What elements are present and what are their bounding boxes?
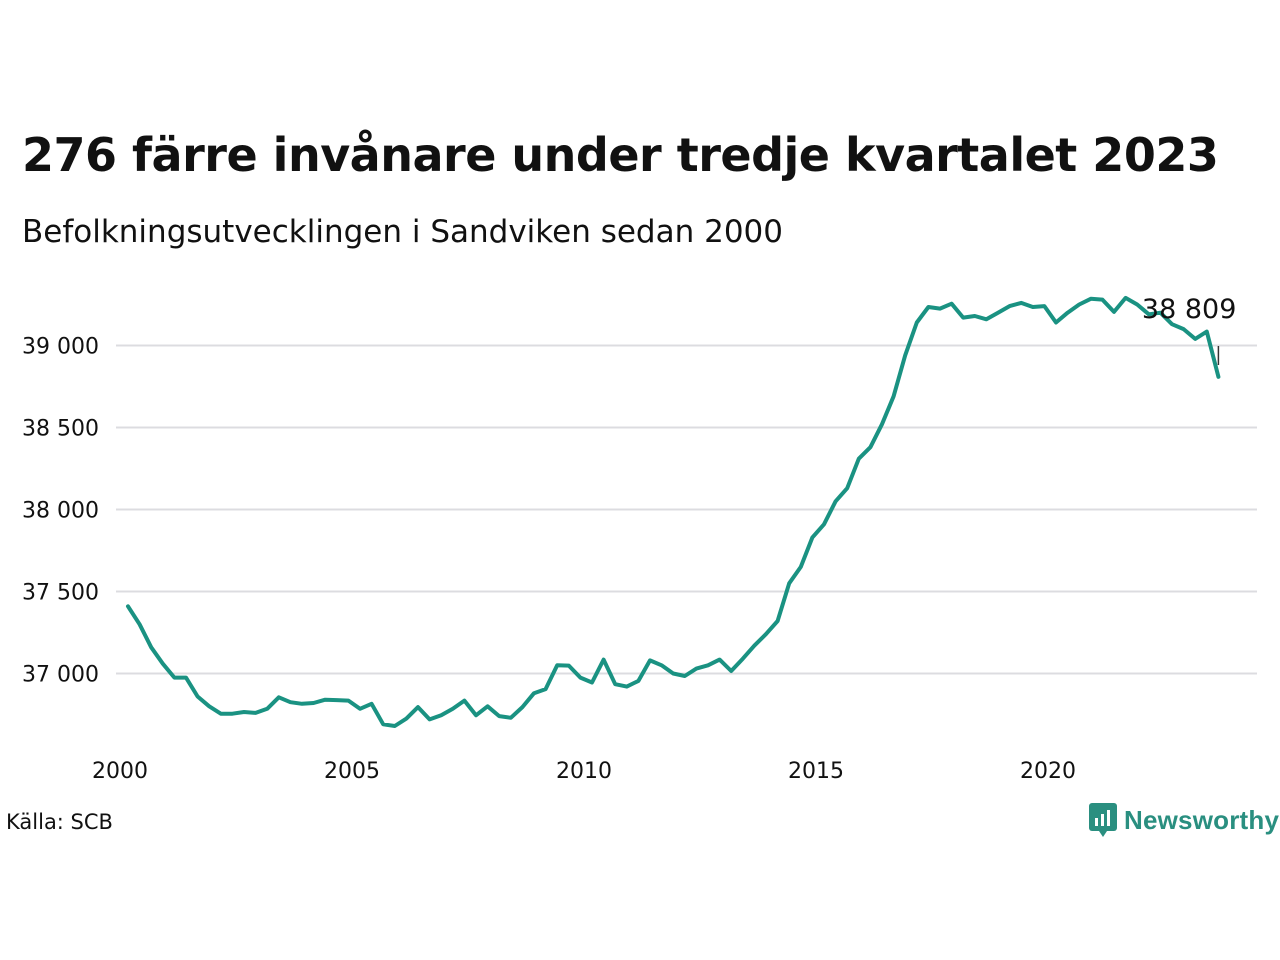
source-note: Källa: SCB bbox=[6, 810, 113, 834]
x-tick-label: 2020 bbox=[1020, 759, 1076, 784]
x-tick-label: 2000 bbox=[92, 759, 148, 784]
population-series-line bbox=[126, 295, 1221, 728]
brand-name: Newsworthy bbox=[1124, 804, 1280, 835]
x-tick-label: 2005 bbox=[324, 759, 380, 784]
x-tick-label: 2015 bbox=[788, 759, 844, 784]
last-value-label: 38 809 bbox=[1142, 294, 1236, 325]
y-tick-label: 38 500 bbox=[22, 417, 99, 442]
y-tick-label: 38 000 bbox=[22, 499, 99, 524]
brand-logo[interactable]: Newsworthy bbox=[1088, 802, 1279, 838]
y-tick-label: 37 500 bbox=[22, 581, 99, 606]
chart-title: 276 färre invånare under tredje kvartale… bbox=[22, 128, 1219, 182]
y-tick-label: 37 000 bbox=[22, 663, 99, 688]
x-tick-label: 2010 bbox=[556, 759, 612, 784]
chart-subtitle: Befolkningsutvecklingen i Sandviken seda… bbox=[22, 214, 783, 250]
newsworthy-chart-bubble-icon bbox=[1089, 803, 1117, 837]
y-tick-label: 39 000 bbox=[22, 335, 99, 360]
